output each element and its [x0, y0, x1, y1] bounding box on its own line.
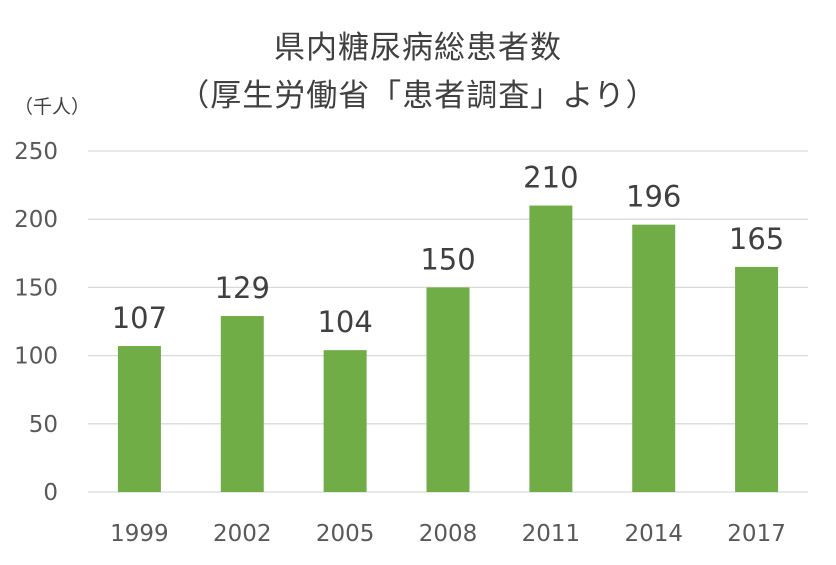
- x-tick-label-2014: 2014: [624, 521, 683, 547]
- x-tick-label-2002: 2002: [213, 521, 272, 547]
- bar-2005: [323, 350, 367, 492]
- data-labels: 107 129 104 150 210 196 165: [112, 161, 785, 340]
- bar-1999: [117, 346, 161, 492]
- chart-subtitle: （厚生労働省「患者調査」より）: [178, 78, 658, 114]
- bar-2014: [632, 224, 676, 492]
- data-label-1999: 107: [112, 301, 167, 335]
- bar-2011: [529, 205, 573, 492]
- x-tick-label-2005: 2005: [316, 521, 375, 547]
- x-tick-label-2008: 2008: [419, 521, 478, 547]
- y-tick-label: 200: [14, 207, 58, 233]
- data-label-2002: 129: [215, 271, 270, 305]
- y-tick-label: 250: [14, 139, 58, 165]
- y-tick-label: 150: [14, 275, 58, 301]
- y-tick-label: 50: [29, 412, 58, 438]
- data-label-2005: 104: [317, 305, 372, 339]
- y-tick-label: 0: [43, 480, 58, 506]
- bar-2008: [426, 287, 470, 492]
- data-label-2008: 150: [420, 242, 475, 276]
- chart-title: 県内糖尿病総患者数: [274, 30, 562, 66]
- data-label-2011: 210: [523, 161, 578, 195]
- x-tick-label-2011: 2011: [522, 521, 581, 547]
- data-label-2017: 165: [729, 222, 784, 256]
- bars: [117, 205, 779, 492]
- bar-2002: [220, 316, 264, 492]
- x-tick-label-1999: 1999: [110, 521, 169, 547]
- data-label-2014: 196: [626, 180, 681, 214]
- x-tick-label-2017: 2017: [727, 521, 786, 547]
- y-axis-ticks: 0 50 100 150 200 250: [14, 139, 58, 506]
- y-axis-unit-label: （千人）: [14, 96, 91, 118]
- bar-2017: [735, 266, 779, 492]
- y-tick-label: 100: [14, 344, 58, 370]
- x-axis-ticks: 1999 2002 2005 2008 2011 2014 2017: [110, 521, 786, 547]
